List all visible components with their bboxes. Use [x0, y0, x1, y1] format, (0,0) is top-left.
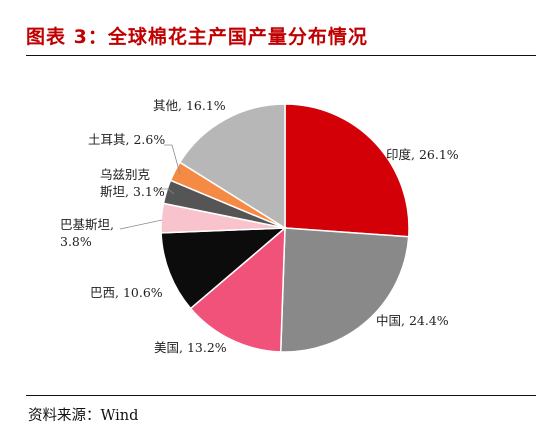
slice-label-5: 乌兹别克斯坦, 3.1% — [100, 167, 165, 199]
leader-lines — [119, 144, 181, 230]
slice-label-1: 中国, 24.4% — [376, 313, 449, 328]
slice-label-line: 乌兹别克 — [100, 167, 150, 182]
leader-line-4 — [119, 219, 163, 230]
slice-label-0: 印度, 26.1% — [386, 147, 459, 162]
slice-label-4: 巴基斯坦, 3.8% — [60, 217, 114, 249]
pie-slice-1 — [279, 227, 410, 353]
pie-slice-3 — [160, 227, 288, 310]
source-note: 资料来源：Wind — [28, 408, 139, 424]
slice-label-2: 美国, 13.2% — [154, 340, 227, 355]
slice-label-7: 其他, 16.1% — [153, 98, 226, 113]
slice-labels: 印度, 26.1% 中国, 24.4% 美国, 13.2% 巴西, 10.6% 巴基斯坦… — [60, 98, 459, 355]
slice-label-line: 3.8% — [60, 234, 92, 249]
pie-slice-0 — [284, 103, 410, 238]
pie-slice-2 — [189, 226, 286, 353]
title-divider — [26, 55, 536, 56]
leader-line-6 — [164, 144, 181, 175]
pie-slice-7 — [178, 103, 286, 230]
chart-title: 图表 3：全球棉花主产国产量分布情况 — [26, 26, 368, 48]
leader-line-5 — [158, 188, 175, 195]
slice-label-3: 巴西, 10.6% — [90, 285, 163, 300]
slice-label-line: 斯坦, 3.1% — [100, 184, 165, 199]
slice-label-6: 土耳其, 2.6% — [88, 132, 165, 147]
source-divider — [26, 395, 536, 396]
pie-slices — [160, 103, 410, 353]
slice-label-line: 巴基斯坦, — [60, 217, 114, 232]
